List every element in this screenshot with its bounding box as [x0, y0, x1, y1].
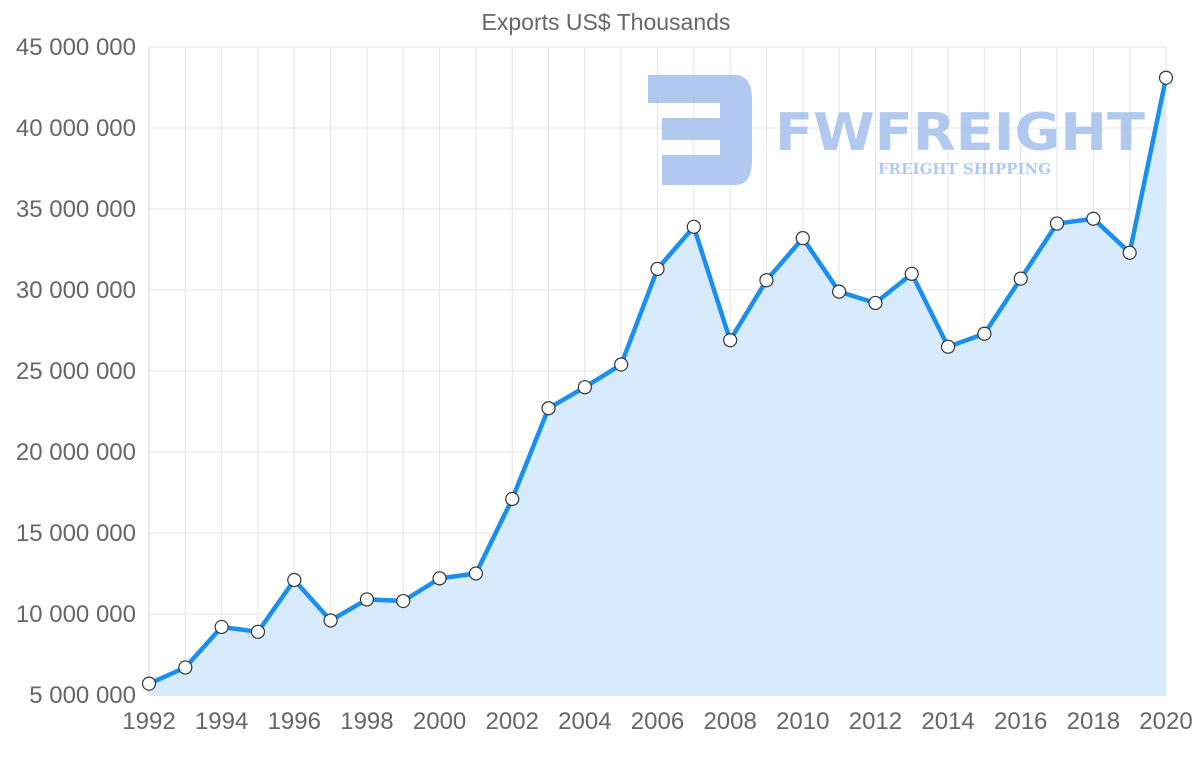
- data-point[interactable]: [214, 619, 229, 635]
- data-point[interactable]: [795, 231, 810, 246]
- x-tick-label: 1992: [122, 708, 175, 735]
- y-tick-label: 10 000 000: [16, 601, 136, 628]
- data-point[interactable]: [178, 660, 193, 675]
- x-tick-label: 2016: [994, 708, 1047, 735]
- y-tick-label: 40 000 000: [16, 115, 136, 142]
- data-point[interactable]: [323, 613, 338, 628]
- watermark-tagline: FREIGHT SHIPPING: [878, 160, 1051, 178]
- x-tick-label: 2008: [703, 708, 756, 735]
- chart-title: Exports US$ Thousands: [482, 9, 731, 35]
- x-tick-label: 2014: [921, 708, 974, 735]
- x-tick-label: 1994: [195, 708, 248, 735]
- data-point[interactable]: [759, 273, 774, 288]
- y-tick-label: 20 000 000: [16, 439, 136, 466]
- fwfreight-logo-icon: [648, 75, 752, 185]
- x-tick-label: 2004: [558, 708, 611, 735]
- x-tick-label: 2012: [849, 708, 902, 735]
- y-tick-label: 35 000 000: [16, 196, 136, 223]
- data-point[interactable]: [650, 261, 665, 277]
- data-point[interactable]: [1122, 245, 1137, 260]
- x-tick-label: 2010: [776, 708, 829, 735]
- data-point[interactable]: [287, 572, 302, 588]
- watermark: FWFREIGHT FREIGHT SHIPPING: [648, 75, 1146, 185]
- data-point[interactable]: [614, 357, 629, 372]
- data-point[interactable]: [505, 491, 520, 507]
- y-tick-label: 45 000 000: [16, 34, 136, 61]
- y-tick-label: 25 000 000: [16, 358, 136, 385]
- data-point[interactable]: [977, 326, 992, 341]
- data-point[interactable]: [1013, 271, 1028, 286]
- data-point[interactable]: [1158, 70, 1174, 85]
- data-point[interactable]: [940, 339, 956, 354]
- data-point[interactable]: [868, 295, 883, 311]
- data-point[interactable]: [396, 593, 411, 609]
- data-point[interactable]: [359, 592, 375, 607]
- data-point[interactable]: [1086, 211, 1101, 226]
- x-tick-label: 2002: [486, 708, 539, 735]
- watermark-brand: FWFREIGHT: [775, 103, 1146, 163]
- data-point[interactable]: [468, 566, 483, 581]
- data-point[interactable]: [686, 219, 701, 234]
- data-point[interactable]: [904, 266, 919, 281]
- data-point[interactable]: [432, 571, 447, 586]
- x-tick-label: 2020: [1139, 708, 1192, 735]
- data-point[interactable]: [1049, 216, 1065, 231]
- y-tick-label: 30 000 000: [16, 277, 136, 304]
- series-area-fill: [149, 77, 1166, 696]
- y-tick-label: 5 000 000: [29, 682, 136, 709]
- x-tick-label: 1996: [268, 708, 321, 735]
- data-point[interactable]: [577, 380, 592, 395]
- data-point[interactable]: [832, 284, 847, 299]
- data-point[interactable]: [250, 624, 266, 639]
- y-tick-label: 15 000 000: [16, 520, 136, 547]
- data-point[interactable]: [141, 676, 157, 691]
- x-tick-label: 2006: [631, 708, 684, 735]
- data-point[interactable]: [723, 333, 738, 348]
- points-layer: [141, 70, 1174, 691]
- data-point[interactable]: [541, 401, 556, 416]
- x-tick-label: 1998: [340, 708, 393, 735]
- x-tick-label: 2018: [1067, 708, 1120, 735]
- x-tick-label: 2000: [413, 708, 466, 735]
